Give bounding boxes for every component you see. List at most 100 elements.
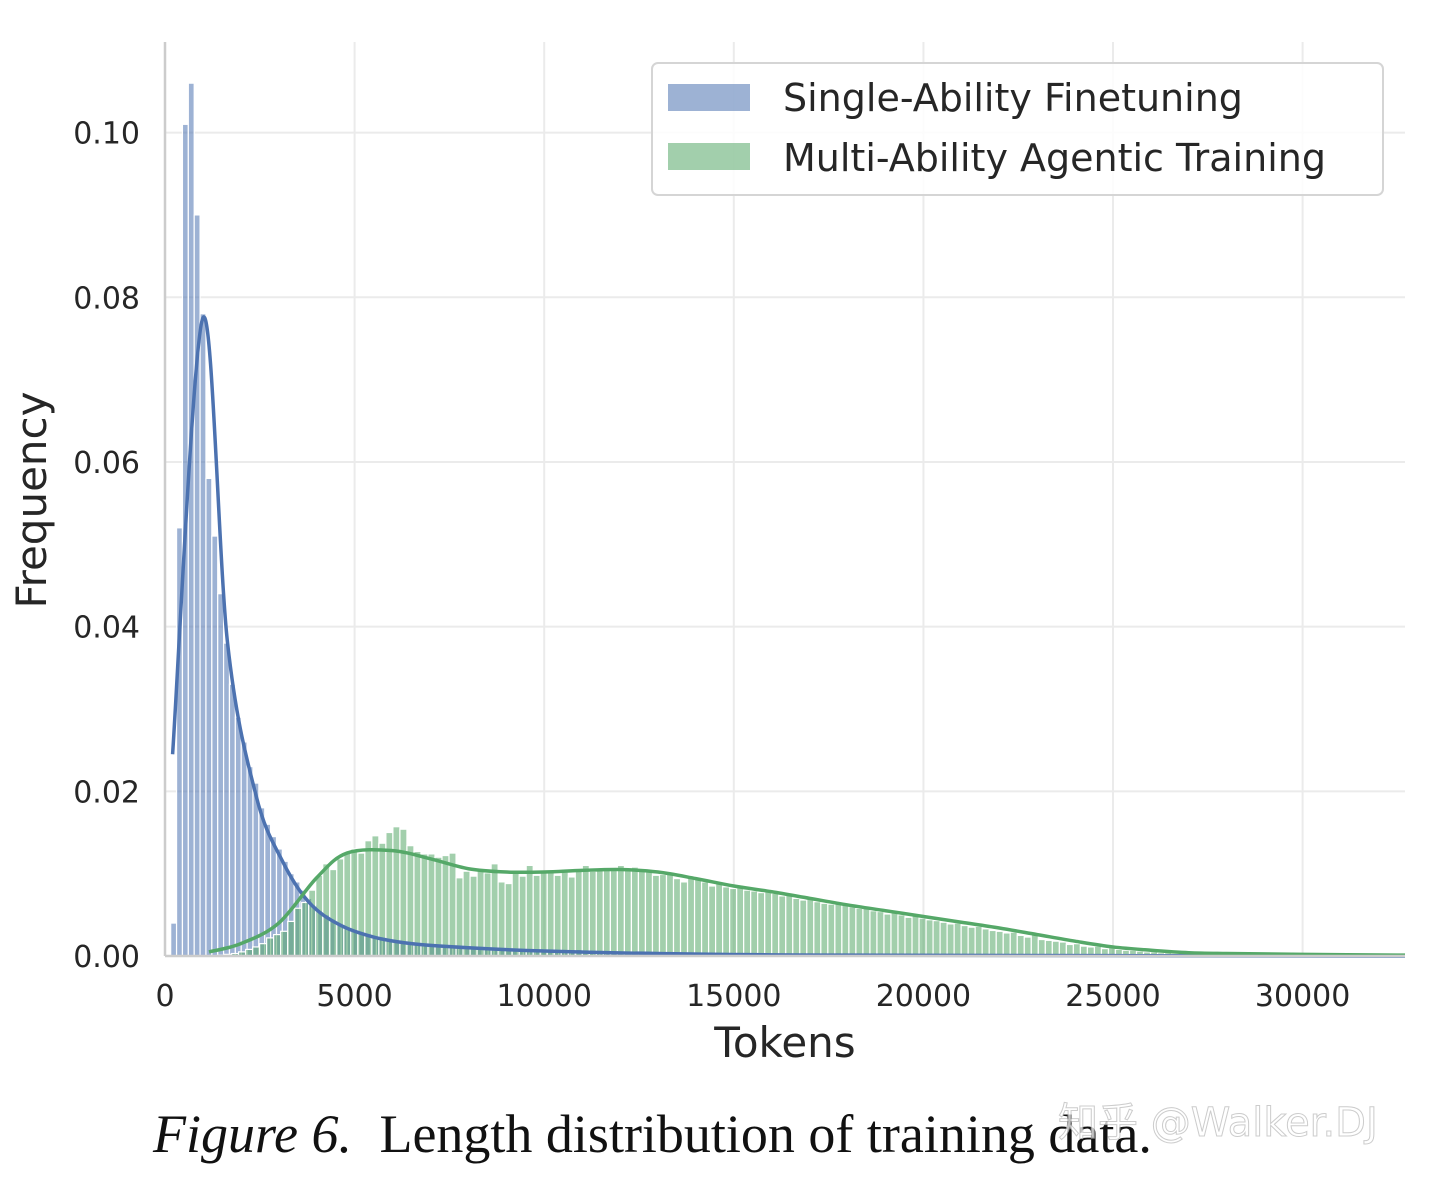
histogram-bar: [455, 877, 464, 957]
histogram-bar: [658, 873, 668, 957]
histogram-bar: [251, 946, 261, 957]
histogram-bar: [264, 823, 272, 957]
histogram-bar: [532, 874, 541, 957]
histogram-bar: [841, 904, 850, 957]
histogram-bar: [672, 877, 682, 957]
histogram-bar: [399, 828, 408, 957]
tick-labels: 0 5000 10000 15000 20000 25000 30000 0.00 0.02 0.…: [73, 117, 1350, 1014]
histogram-bar: [806, 896, 815, 957]
caption-label: Figure 6.: [152, 1104, 352, 1164]
histogram-bar: [539, 872, 548, 957]
y-axis-label: Frequency: [7, 392, 56, 609]
histogram-bar: [686, 877, 696, 957]
histogram-bar: [287, 920, 296, 957]
histogram-bar: [222, 642, 231, 957]
histogram-bar: [364, 840, 373, 957]
histogram-bar: [974, 925, 983, 957]
legend-frame: [651, 62, 1384, 196]
histogram-bar: [609, 868, 618, 957]
histogram-bar: [1044, 939, 1053, 957]
histogram-bar: [187, 82, 195, 957]
x-tick-label: 10000: [496, 979, 591, 1014]
histogram-bar: [170, 922, 178, 957]
histogram-bar: [469, 875, 478, 957]
histogram-bar: [483, 872, 492, 957]
y-tick-label: 0.10: [73, 117, 140, 152]
histogram-bar: [427, 853, 436, 957]
histogram-bar: [406, 845, 415, 957]
histogram-bar: [778, 895, 787, 957]
histogram-bar: [827, 903, 836, 957]
histogram-bar: [932, 919, 941, 957]
histogram-bar: [595, 867, 604, 957]
histogram-bar: [722, 886, 731, 957]
legend-label-single-ability: Single-Ability Finetuning: [783, 76, 1243, 120]
histogram-bar: [234, 716, 242, 957]
histogram-bar: [490, 863, 499, 957]
histogram-bar: [764, 888, 773, 957]
histogram-bar: [665, 871, 675, 957]
histogram-bar: [1002, 932, 1011, 957]
histogram-bar: [876, 910, 885, 957]
x-tick-label: 5000: [316, 979, 392, 1014]
histogram-bar: [651, 874, 661, 957]
histogram-bar: [448, 852, 457, 957]
histogram-bar: [960, 924, 969, 957]
histogram-bar: [301, 901, 310, 957]
histogram-bar: [757, 891, 766, 957]
x-tick-label: 0: [155, 979, 174, 1014]
histogram-bar: [785, 894, 794, 957]
histogram-bar: [771, 892, 780, 957]
histogram-bar: [497, 881, 506, 957]
histogram-bar: [420, 853, 429, 957]
histogram-bar: [343, 852, 352, 957]
histogram-bar: [322, 863, 331, 957]
histogram-bar: [834, 901, 843, 957]
histogram-bar: [228, 683, 236, 957]
histogram-bar: [869, 910, 878, 957]
histogram-bar: [1023, 936, 1032, 957]
histogram-bar: [995, 930, 1004, 957]
histogram-bar: [736, 884, 745, 957]
histogram-bar: [581, 864, 590, 957]
caption-text: Length distribution of training data.: [379, 1104, 1151, 1164]
histogram-bar: [939, 921, 948, 957]
histogram-bar: [199, 313, 207, 957]
histogram-bar: [953, 922, 962, 957]
histogram-bar: [890, 911, 899, 957]
histogram-bar: [946, 923, 955, 957]
histogram-bar: [729, 887, 738, 957]
histogram-bar: [799, 899, 808, 957]
histogram-bar: [820, 902, 829, 957]
histogram-bar: [700, 881, 710, 957]
x-tick-label: 20000: [876, 979, 971, 1014]
histogram-bar: [883, 913, 892, 957]
histogram-bar: [441, 854, 450, 957]
y-tick-label: 0.08: [73, 281, 140, 316]
x-tick-label: 30000: [1255, 979, 1350, 1014]
legend: Single-Ability Finetuning Multi-Ability …: [651, 62, 1384, 196]
histogram-bar: [911, 915, 920, 957]
histogram-bar: [792, 897, 801, 957]
histogram-bar: [981, 928, 990, 957]
histogram-bar: [525, 864, 534, 957]
y-tick-label: 0.00: [73, 940, 140, 975]
histogram-bar: [588, 870, 597, 957]
histogram-bar: [308, 889, 317, 957]
histogram-bar: [294, 907, 303, 957]
histogram-bar: [567, 876, 576, 957]
histogram-bar: [637, 868, 647, 957]
histogram-bar: [897, 914, 906, 957]
legend-swatch-single-ability: [668, 84, 750, 111]
x-axis-label: Tokens: [713, 1018, 855, 1067]
histogram-bar: [743, 889, 752, 957]
legend-swatch-multi-ability: [668, 143, 750, 170]
histogram-bar: [693, 878, 703, 957]
histogram-bar: [392, 826, 401, 957]
histogram-bar: [280, 930, 289, 957]
histogram-bar: [855, 907, 864, 957]
histogram-bar: [211, 535, 219, 957]
histogram-bar: [602, 869, 611, 957]
histogram-bar: [413, 850, 422, 957]
